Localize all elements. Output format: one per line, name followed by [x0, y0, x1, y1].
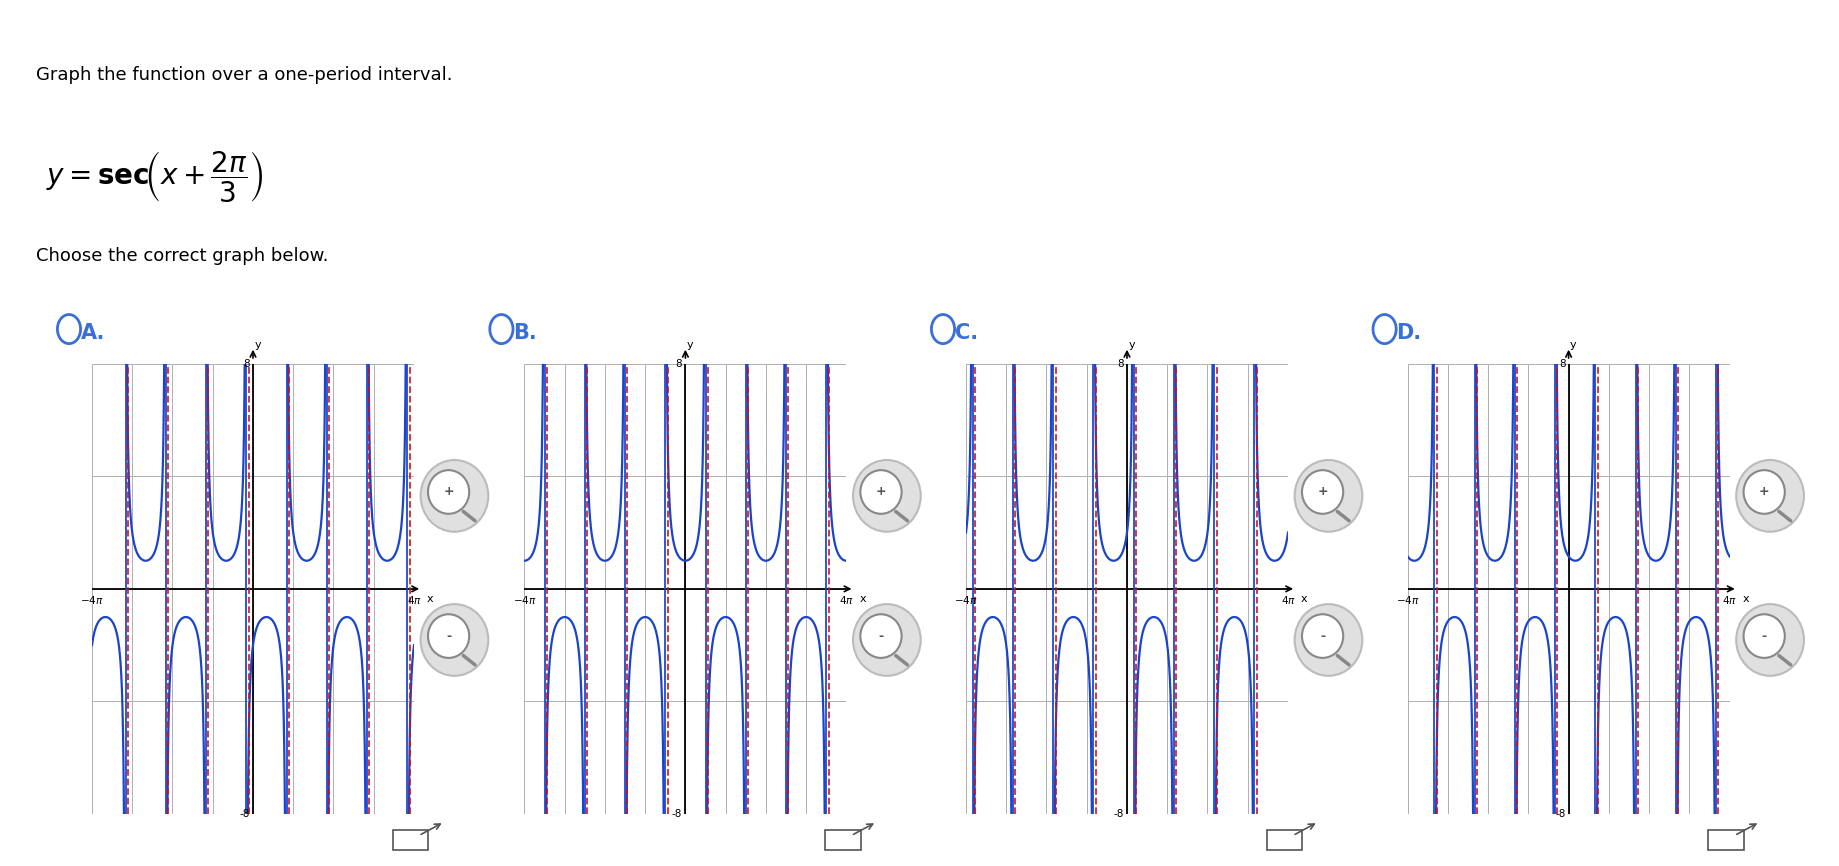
Circle shape	[1302, 470, 1342, 514]
Text: x: x	[1742, 594, 1749, 604]
Text: x: x	[427, 594, 434, 604]
Circle shape	[1302, 614, 1342, 658]
Text: x: x	[1300, 594, 1308, 604]
Text: 8: 8	[1116, 359, 1124, 369]
Text: $-4\pi$: $-4\pi$	[954, 594, 977, 606]
Circle shape	[428, 614, 469, 658]
Text: +: +	[1758, 486, 1769, 499]
Ellipse shape	[421, 460, 487, 532]
Ellipse shape	[421, 604, 487, 675]
Text: y: y	[254, 339, 261, 350]
Ellipse shape	[1736, 460, 1802, 532]
FancyBboxPatch shape	[1265, 830, 1302, 850]
Text: -: -	[1760, 630, 1765, 643]
Circle shape	[1743, 614, 1784, 658]
Text: B.: B.	[513, 323, 537, 344]
FancyBboxPatch shape	[394, 830, 428, 850]
Ellipse shape	[1295, 460, 1361, 532]
Circle shape	[428, 470, 469, 514]
Text: $4\pi$: $4\pi$	[1721, 594, 1736, 606]
Text: 8: 8	[675, 359, 682, 369]
Text: +: +	[875, 486, 886, 499]
Text: y: y	[1569, 339, 1576, 350]
Text: -8: -8	[671, 809, 682, 819]
Ellipse shape	[1295, 604, 1361, 675]
Text: +: +	[443, 486, 454, 499]
Circle shape	[1743, 470, 1784, 514]
Text: -8: -8	[1554, 809, 1565, 819]
Ellipse shape	[853, 604, 920, 675]
Text: -: -	[877, 630, 883, 643]
Text: $4\pi$: $4\pi$	[839, 594, 853, 606]
Text: y: y	[686, 339, 693, 350]
Text: +: +	[1317, 486, 1328, 499]
FancyBboxPatch shape	[826, 830, 861, 850]
Text: $y = \mathbf{sec}\!\left(x + \dfrac{2\pi}{3}\right)$: $y = \mathbf{sec}\!\left(x + \dfrac{2\pi…	[46, 149, 263, 204]
Text: $-4\pi$: $-4\pi$	[1396, 594, 1418, 606]
Text: -: -	[445, 630, 451, 643]
FancyBboxPatch shape	[1708, 830, 1743, 850]
Circle shape	[861, 614, 901, 658]
Text: x: x	[859, 594, 866, 604]
Text: Choose the correct graph below.: Choose the correct graph below.	[37, 247, 329, 265]
Text: 8: 8	[243, 359, 250, 369]
Text: y: y	[1127, 339, 1135, 350]
Text: 8: 8	[1558, 359, 1565, 369]
Circle shape	[861, 470, 901, 514]
Text: C.: C.	[954, 323, 978, 344]
Text: $4\pi$: $4\pi$	[406, 594, 421, 606]
Text: D.: D.	[1396, 323, 1422, 344]
Ellipse shape	[853, 460, 920, 532]
Text: $-4\pi$: $-4\pi$	[81, 594, 103, 606]
Text: $4\pi$: $4\pi$	[1280, 594, 1295, 606]
Text: -8: -8	[1113, 809, 1124, 819]
Text: $-4\pi$: $-4\pi$	[513, 594, 535, 606]
Ellipse shape	[1736, 604, 1802, 675]
Text: Graph the function over a one-period interval.: Graph the function over a one-period int…	[37, 66, 452, 84]
Text: -: -	[1319, 630, 1324, 643]
Text: -8: -8	[239, 809, 250, 819]
Text: A.: A.	[81, 323, 105, 344]
